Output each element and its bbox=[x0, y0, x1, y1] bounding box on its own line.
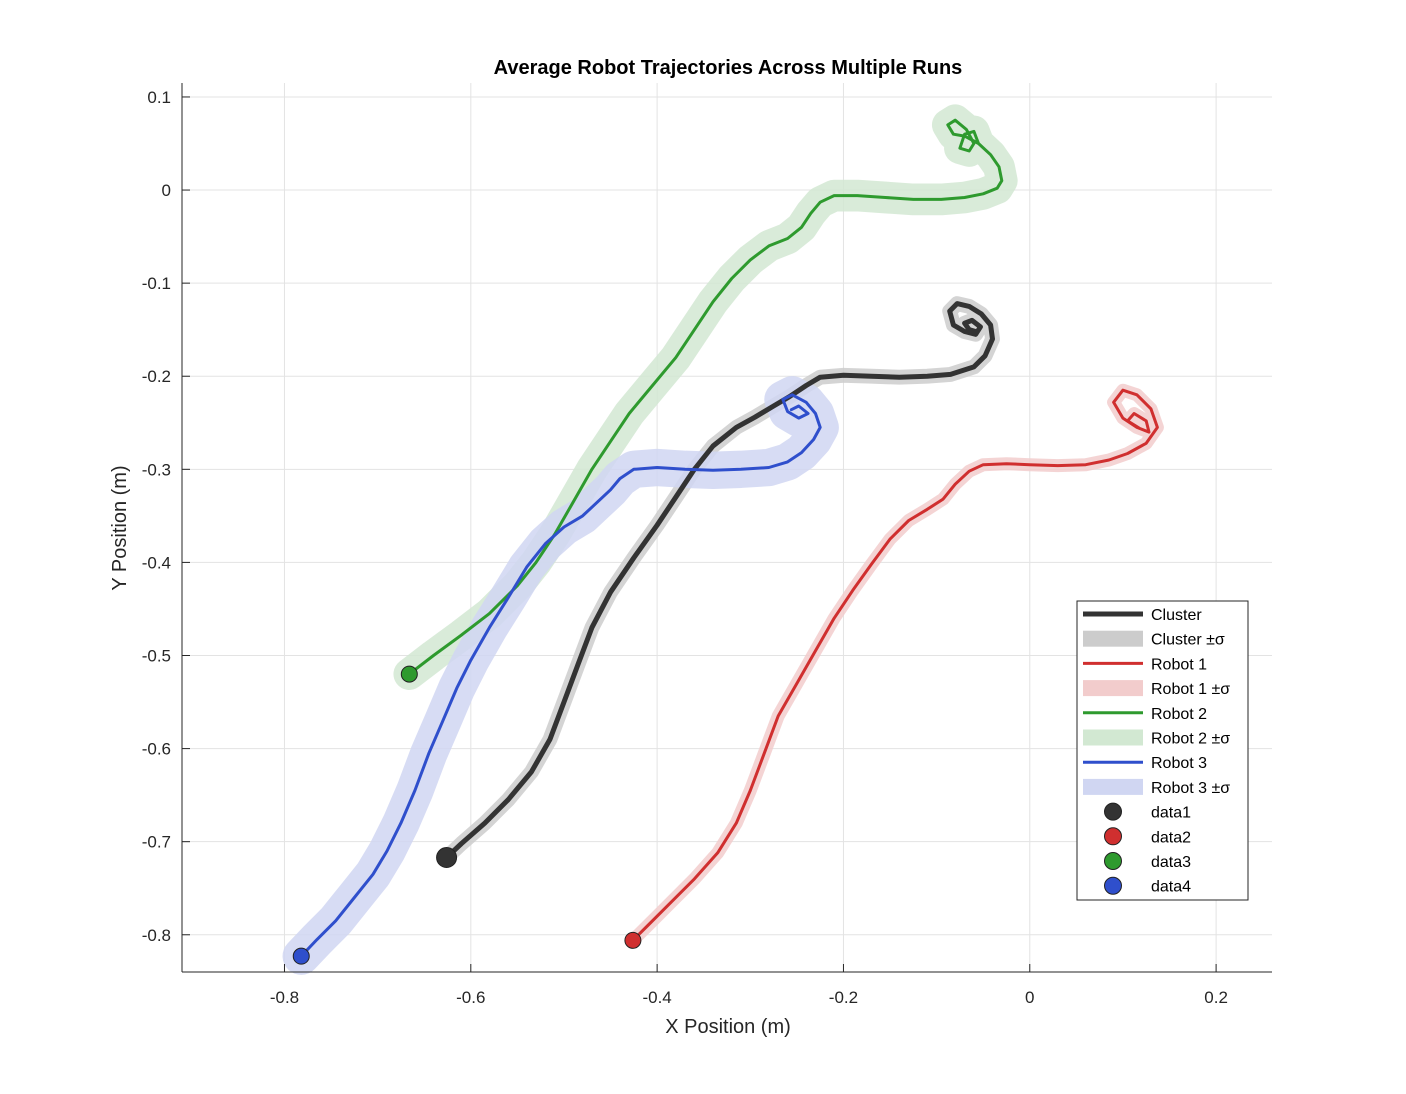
cluster-trajectory bbox=[444, 301, 995, 860]
robot-3-trajectory bbox=[299, 393, 822, 958]
x-tick-label: -0.2 bbox=[829, 988, 858, 1007]
x-tick-label: -0.8 bbox=[270, 988, 299, 1007]
legend-label-robot-3: Robot 3 bbox=[1151, 755, 1207, 772]
y-ticks: 0.1 0 -0.1 -0.2 -0.3 -0.4 -0.5 -0.6 -0.7 -0.8 bbox=[142, 88, 190, 945]
legend-label-robot-1-sigma: Robot 1 ±σ bbox=[1151, 681, 1230, 698]
axes bbox=[181, 83, 1272, 973]
legend-label-robot-3-sigma: Robot 3 ±σ bbox=[1151, 780, 1230, 797]
x-tick-label: -0.4 bbox=[642, 988, 671, 1007]
y-tick-label: -0.7 bbox=[142, 833, 171, 852]
start-markers bbox=[292, 665, 642, 965]
data1-start-marker bbox=[436, 847, 458, 869]
legend-label-cluster: Cluster bbox=[1151, 607, 1202, 624]
robot-2-trajectory bbox=[407, 118, 1004, 676]
y-tick-label: -0.4 bbox=[142, 553, 171, 572]
y-axis-label: Y Position (m) bbox=[109, 465, 131, 590]
legend-swatch-robot-1-sigma bbox=[1083, 680, 1143, 697]
legend-label-data1: data1 bbox=[1151, 805, 1191, 822]
legend-swatch-data3 bbox=[1104, 852, 1122, 870]
chart-title: Average Robot Trajectories Across Multip… bbox=[494, 57, 963, 79]
legend-swatch-data2 bbox=[1104, 827, 1122, 846]
x-tick-label: 0.2 bbox=[1204, 988, 1228, 1007]
legend-swatch-data4 bbox=[1104, 876, 1122, 895]
y-tick-label: 0 bbox=[162, 181, 171, 200]
x-tick-label: -0.6 bbox=[456, 988, 485, 1007]
y-tick-label: -0.1 bbox=[142, 274, 171, 293]
trajectory-lines bbox=[299, 118, 1159, 958]
data2-start-marker bbox=[624, 931, 642, 949]
x-tick-label: 0 bbox=[1025, 988, 1034, 1007]
legend-swatch-robot-2-sigma bbox=[1083, 729, 1143, 746]
legend: Cluster Cluster ±σ Robot 1 Robot 1 ±σ Robot … bbox=[1076, 600, 1249, 901]
x-axis-label: X Position (m) bbox=[665, 1016, 791, 1038]
legend-label-robot-2-sigma: Robot 2 ±σ bbox=[1151, 731, 1230, 748]
legend-swatch-robot-3-sigma bbox=[1083, 778, 1143, 795]
y-tick-label: -0.5 bbox=[142, 646, 171, 665]
legend-label-data4: data4 bbox=[1151, 879, 1191, 896]
legend-label-robot-2: Robot 2 bbox=[1151, 706, 1207, 723]
y-tick-label: -0.6 bbox=[142, 740, 171, 759]
legend-box bbox=[1076, 600, 1249, 901]
legend-label-data3: data3 bbox=[1151, 854, 1191, 871]
y-tick-label: -0.8 bbox=[142, 926, 171, 945]
legend-label-robot-1: Robot 1 bbox=[1151, 656, 1207, 673]
robot-1-trajectory bbox=[631, 388, 1159, 942]
y-tick-label: 0.1 bbox=[147, 88, 171, 107]
y-tick-label: -0.3 bbox=[142, 460, 171, 479]
x-ticks: -0.8 -0.6 -0.4 -0.2 0 0.2 bbox=[270, 964, 1228, 1007]
legend-swatch-cluster-sigma bbox=[1083, 630, 1143, 647]
data4-start-marker bbox=[292, 947, 310, 965]
data3-start-marker bbox=[400, 665, 418, 683]
y-tick-label: -0.2 bbox=[142, 367, 171, 386]
legend-label-cluster-sigma: Cluster ±σ bbox=[1151, 632, 1225, 649]
legend-swatch-data1 bbox=[1104, 802, 1122, 821]
legend-label-data2: data2 bbox=[1151, 829, 1191, 846]
